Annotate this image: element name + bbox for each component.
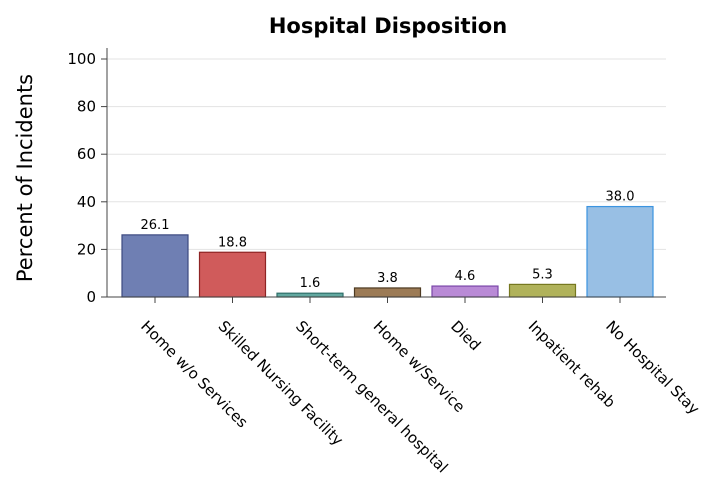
data-label: 38.0 — [606, 190, 635, 205]
y-axis-label: Percent of Incidents — [13, 74, 37, 282]
y-tick-label: 40 — [77, 193, 96, 211]
x-tick-label: Skilled Nursing Facility — [215, 317, 347, 449]
x-tick-label: Short-term general hospital — [292, 317, 451, 476]
y-tick-label: 80 — [77, 98, 96, 116]
bar — [276, 292, 344, 298]
bar — [198, 251, 267, 298]
data-label: 18.8 — [218, 235, 247, 250]
bar-series — [121, 205, 654, 298]
x-tick-label: Died — [447, 317, 484, 354]
data-label: 26.1 — [141, 218, 170, 233]
data-label: 5.3 — [532, 267, 553, 282]
y-tick-label: 0 — [86, 288, 96, 306]
data-label: 1.6 — [300, 276, 321, 291]
y-tick-label: 60 — [77, 145, 96, 163]
data-label: 3.8 — [377, 271, 398, 286]
x-tick-label: No Hospital Stay — [602, 317, 703, 418]
bar — [353, 287, 422, 298]
bar — [508, 283, 577, 298]
bar — [431, 285, 499, 298]
y-tick-label: 20 — [77, 240, 96, 258]
grid-lines — [107, 58, 666, 250]
y-tick-label: 100 — [67, 50, 96, 68]
chart-title: Hospital Disposition — [269, 14, 507, 38]
data-labels: 26.1 18.8 1.6 3.8 4.6 5.3 38.0 — [141, 190, 635, 292]
bar — [586, 205, 654, 298]
data-label: 4.6 — [455, 269, 476, 284]
bar — [121, 234, 189, 298]
